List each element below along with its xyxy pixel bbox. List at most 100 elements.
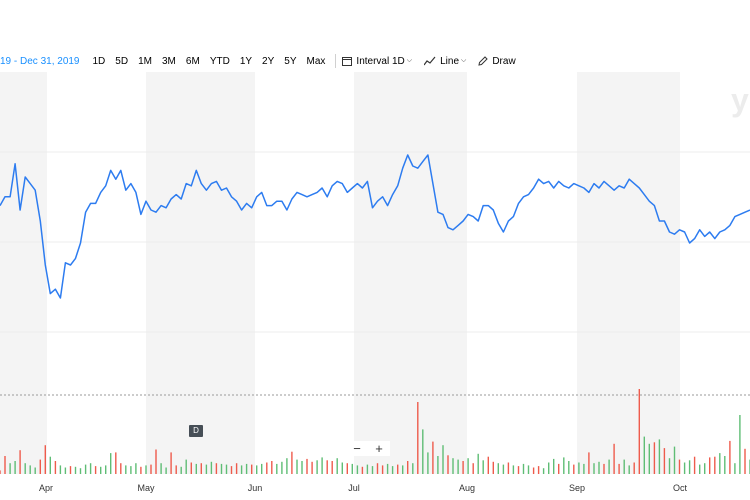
period-5d[interactable]: 5D [115,55,129,67]
month-tick-label: Apr [39,483,53,493]
volume-bar [643,436,645,474]
volume-bar [683,462,686,474]
period-ytd[interactable]: YTD [209,55,230,67]
interval-label: Interval [356,55,390,67]
volume-bar [105,465,107,474]
interval-dropdown[interactable]: Interval 1D ⌵ [342,56,412,67]
period-5y[interactable]: 5Y [284,55,297,67]
volume-bar [49,456,51,474]
draw-button[interactable]: Draw [478,56,516,67]
period-1m[interactable]: 1M [138,55,152,67]
month-tick-label: Oct [673,483,688,493]
price-chart[interactable]: Apr May Jun Jul Aug Sep Oct [0,72,750,500]
volume-bar [603,463,605,474]
volume-bar [74,466,77,474]
volume-bar [351,463,353,474]
volume-bar [220,463,223,474]
period-2y[interactable]: 2Y [262,55,275,67]
volume-bar [527,465,530,474]
volume-bar [578,462,580,474]
volume-bar [502,464,505,474]
volume-bar [729,440,731,474]
volume-bar [271,461,273,474]
volume-bar [19,450,21,474]
zoom-controls: − + [346,441,390,456]
volume-bar [457,459,459,474]
volume-bar [402,465,404,474]
volume-bar [230,466,233,474]
volume-bar [180,466,182,474]
volume-bar [477,453,479,474]
volume-bar [0,470,1,474]
volume-bar [291,451,293,474]
volume-bar [89,463,92,474]
pencil-icon [478,56,489,66]
volume-bar [412,463,414,474]
volume-bar [100,466,102,474]
zoom-in-button[interactable]: + [375,441,383,456]
volume-bar [185,459,187,474]
volume-bar [739,415,741,474]
month-band [146,72,255,474]
volume-bar [59,465,62,474]
volume-bar [608,459,610,474]
volume-bar [235,463,238,474]
volume-bar [366,464,369,474]
volume-bar [54,461,57,474]
toolbar-divider [335,54,337,68]
volume-bar [532,467,535,474]
volume-bar [44,445,46,474]
dividend-marker[interactable]: D [189,425,203,437]
volume-bar [467,458,469,474]
volume-bar [79,468,82,474]
volume-bar [704,463,706,474]
month-tick-label: Sep [569,483,585,493]
month-tick-label: Jul [348,483,360,493]
volume-bar [638,389,640,474]
volume-bar [34,467,36,474]
volume-bar [24,463,26,474]
volume-bar [668,458,671,474]
volume-bar [135,463,137,474]
volume-bar [673,446,676,474]
volume-bar [190,462,192,474]
month-tick-label: May [137,483,155,493]
volume-bar [432,441,434,474]
chart-type-dropdown[interactable]: Line ⌵ [424,56,466,67]
volume-bar [301,461,303,474]
volume-bar [94,466,97,474]
volume-bar [678,459,681,474]
period-max[interactable]: Max [306,55,326,67]
volume-bar [200,463,202,474]
chevron-down-icon: ⌵ [461,57,467,64]
volume-bar [9,463,11,474]
month-band [0,72,47,474]
volume-bar [462,461,464,474]
calendar-icon [342,57,353,66]
volume-bar [316,460,318,474]
period-6m[interactable]: 6M [185,55,200,67]
volume-bar [724,456,726,474]
volume-bar [195,463,197,474]
volume-bar [563,457,565,474]
volume-bar [4,456,6,474]
volume-bar [613,443,615,474]
volume-bar [64,467,67,474]
date-range-label[interactable]: 19 - Dec 31, 2019 [0,55,80,67]
volume-bar [568,461,570,474]
period-3m[interactable]: 3M [162,55,176,67]
volume-bar [553,458,555,474]
volume-bar [487,456,489,474]
month-tick-label: Jun [248,483,263,493]
zoom-out-button[interactable]: − [353,441,361,456]
period-1y[interactable]: 1Y [239,55,253,67]
volume-bar [205,464,208,474]
volume-bar [558,463,560,474]
volume-bar [653,442,656,474]
volume-bar [29,465,31,474]
volume-bar [623,459,625,474]
volume-bar [120,463,122,474]
volume-bar [407,461,409,474]
period-1d[interactable]: 1D [92,55,106,67]
volume-bar [140,466,142,474]
